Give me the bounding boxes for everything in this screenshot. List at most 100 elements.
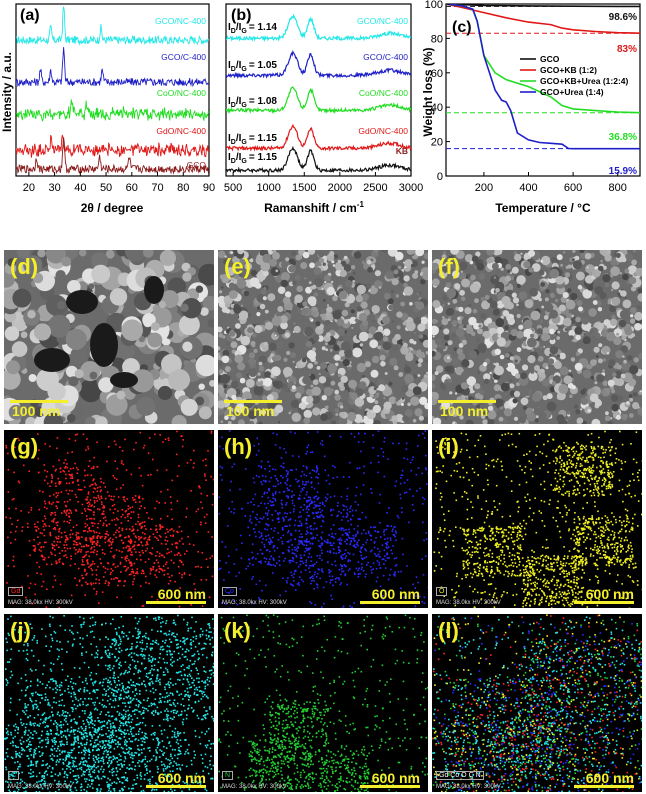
- eds-signal-dot: [456, 470, 458, 473]
- eds-signal-dot: [75, 541, 78, 544]
- eds-signal-dot: [522, 605, 524, 608]
- eds-signal-dot: [308, 505, 310, 507]
- eds-signal-dot: [91, 504, 93, 506]
- sem-grain: [516, 275, 526, 285]
- eds-signal-dot: [86, 545, 88, 547]
- eds-signal-dot: [57, 535, 60, 538]
- eds-signal-dot: [473, 529, 475, 531]
- sem-grain: [594, 381, 598, 385]
- eds-signal-dot: [386, 552, 389, 555]
- eds-signal-dot: [580, 444, 583, 447]
- sem-grain: [480, 313, 487, 320]
- eds-signal-dot: [25, 596, 27, 599]
- eds-signal-dot: [138, 496, 141, 498]
- eds-signal-dot: [251, 578, 253, 580]
- sem-grain: [218, 326, 223, 333]
- sem-grain: [283, 309, 287, 312]
- eds-signal-dot: [319, 546, 322, 549]
- eds-signal-dot: [343, 564, 346, 566]
- eds-signal-dot: [130, 547, 132, 550]
- sem-grain: [235, 323, 241, 329]
- sem-grain: [604, 282, 610, 288]
- scale-bar-label: 100 nm: [226, 403, 275, 419]
- eds-signal-dot: [100, 481, 103, 483]
- eds-signal-dot: [466, 508, 469, 511]
- panel-label-c: (c): [452, 19, 472, 36]
- eds-signal-dot: [320, 538, 323, 540]
- eds-signal-dot: [350, 432, 353, 435]
- sem-grain: [576, 417, 584, 424]
- eds-signal-dot: [178, 465, 180, 467]
- sem-grain: [570, 357, 576, 362]
- eds-signal-dot: [389, 574, 391, 576]
- eds-signal-dot: [467, 528, 470, 531]
- sem-grain: [32, 272, 44, 284]
- sem-image: (f) 100 nm: [432, 250, 642, 424]
- eds-signal-dot: [110, 495, 113, 498]
- eds-signal-dot: [137, 520, 139, 523]
- sem-grain: [447, 340, 453, 346]
- eds-signal-dot: [372, 562, 375, 565]
- eds-signal-dot: [587, 434, 589, 436]
- xrd-traces: [16, 6, 209, 175]
- eds-signal-dot: [598, 518, 600, 520]
- eds-signal-dot: [302, 483, 304, 485]
- eds-signal-dot: [36, 561, 38, 564]
- eds-signal-dot: [577, 578, 580, 580]
- eds-signal-dot: [298, 582, 300, 584]
- eds-signal-dot: [369, 566, 372, 568]
- eds-signal-dot: [303, 544, 305, 546]
- eds-signal-dot: [117, 510, 119, 512]
- eds-signal-dot: [573, 492, 575, 494]
- eds-signal-dot: [614, 536, 616, 538]
- sem-grain: [231, 394, 237, 400]
- eds-signal-dot: [181, 574, 183, 576]
- sem-grain: [252, 344, 256, 348]
- eds-signal-dot: [244, 515, 247, 517]
- sem-grain: [384, 372, 388, 375]
- sem-grain: [444, 417, 448, 420]
- eds-signal-dot: [340, 512, 342, 514]
- eds-signal-dot: [310, 482, 313, 485]
- eds-signal-dot: [55, 536, 57, 538]
- eds-signal-dot: [142, 552, 144, 554]
- eds-map-dots: [433, 430, 642, 608]
- sem-grain: [417, 323, 426, 332]
- eds-signal-dot: [143, 537, 145, 540]
- sem-grain: [312, 334, 320, 342]
- eds-signal-dot: [285, 483, 288, 486]
- eds-signal-dot: [516, 460, 519, 462]
- eds-signal-dot: [86, 438, 88, 440]
- eds-signal-dot: [327, 561, 329, 563]
- sem-grain: [628, 276, 637, 285]
- raman-x-tick-label: 2000: [328, 182, 352, 194]
- eds-signal-dot: [48, 502, 51, 505]
- eds-signal-dot: [321, 509, 324, 512]
- sem-grain: [314, 360, 318, 365]
- sem-grain: [405, 321, 416, 332]
- eds-signal-dot: [294, 529, 297, 532]
- eds-signal-dot: [53, 545, 56, 547]
- sem-grain: [249, 277, 260, 287]
- eds-signal-dot: [65, 473, 67, 476]
- sem-grain: [572, 250, 576, 253]
- eds-signal-dot: [313, 522, 316, 525]
- eds-signal-dot: [289, 583, 292, 585]
- sem-grain: [222, 349, 230, 357]
- eds-signal-dot: [305, 483, 307, 486]
- scale-bar: [10, 400, 68, 403]
- sem-grain: [43, 412, 64, 424]
- eds-signal-dot: [311, 575, 314, 577]
- eds-signal-dot: [298, 543, 300, 545]
- sem-grain: [329, 250, 335, 257]
- eds-signal-dot: [162, 565, 165, 567]
- raman-ratio-label: ID/IG = 1.14: [228, 22, 277, 35]
- sem-grain: [382, 341, 392, 351]
- eds-signal-dot: [269, 543, 271, 545]
- eds-signal-dot: [228, 592, 230, 594]
- sem-grain: [443, 334, 450, 341]
- eds-signal-dot: [298, 498, 300, 500]
- eds-signal-dot: [344, 557, 347, 559]
- eds-signal-dot: [83, 508, 86, 510]
- eds-signal-dot: [537, 557, 539, 559]
